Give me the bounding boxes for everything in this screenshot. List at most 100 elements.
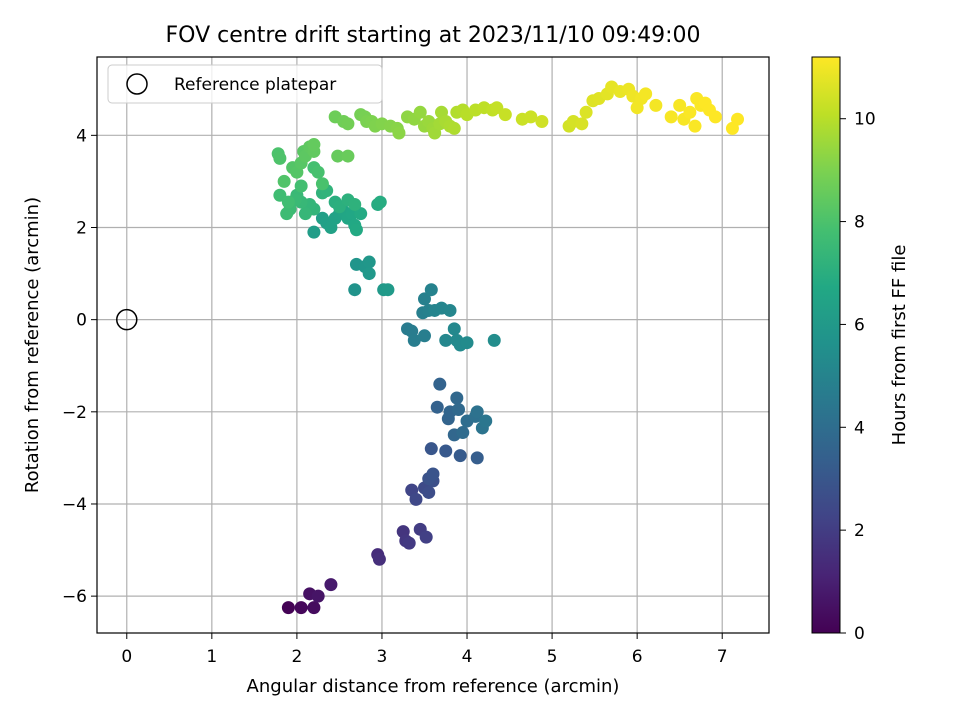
data-point: [362, 255, 376, 269]
y-tick-label: −4: [62, 495, 87, 515]
data-point: [381, 283, 395, 297]
x-axis-ticks: 0 1 2 3 4 5 6 7: [121, 633, 728, 667]
data-point: [456, 426, 470, 440]
chart-title: FOV centre drift starting at 2023/11/10 …: [166, 23, 701, 48]
data-point: [688, 119, 702, 133]
data-point: [402, 536, 416, 550]
data-point: [479, 414, 493, 428]
data-point: [277, 174, 291, 188]
data-point: [354, 207, 368, 221]
data-point: [311, 165, 325, 179]
data-point: [579, 105, 593, 119]
data-point: [348, 283, 362, 297]
plot-area-frame: [96, 56, 770, 634]
data-point: [731, 112, 745, 126]
data-point: [281, 601, 295, 615]
data-point: [453, 449, 467, 463]
data-point: [419, 530, 433, 544]
x-axis-label: Angular distance from reference (arcmin): [247, 676, 620, 697]
x-tick-label: 3: [377, 647, 388, 667]
data-point: [373, 195, 387, 209]
data-point: [426, 467, 440, 481]
data-point: [298, 207, 312, 221]
colorbar: [812, 57, 840, 633]
y-tick-label: −6: [62, 587, 87, 607]
data-point: [439, 333, 453, 347]
grid-lines: [97, 57, 769, 633]
data-point: [447, 322, 461, 336]
data-point: [447, 121, 461, 135]
data-point: [307, 601, 321, 615]
colorbar-tick-label: 10: [854, 110, 876, 130]
y-tick-label: −2: [62, 403, 87, 423]
data-point: [524, 110, 538, 124]
scatter-points: [271, 80, 745, 615]
data-point: [372, 552, 386, 566]
legend-label: Reference platepar: [174, 75, 336, 95]
colorbar-tick-label: 8: [854, 213, 865, 233]
data-point: [470, 405, 484, 419]
data-point: [424, 442, 438, 456]
colorbar-tick-label: 6: [854, 315, 865, 335]
data-point: [413, 105, 427, 119]
colorbar-frame: [811, 56, 841, 634]
reference-platepar-marker: [116, 308, 138, 331]
data-point: [324, 578, 338, 592]
data-point: [407, 333, 421, 347]
data-point: [409, 492, 423, 506]
colorbar-tick-label: 2: [854, 521, 865, 541]
x-tick-label: 2: [291, 647, 302, 667]
x-tick-label: 7: [717, 647, 728, 667]
data-point: [649, 98, 663, 112]
data-point: [450, 391, 464, 405]
data-point: [433, 377, 447, 391]
y-axis-ticks: −6 −4 −2 0 2 4: [62, 126, 97, 607]
data-point: [443, 303, 457, 317]
data-point: [362, 267, 376, 281]
data-point: [452, 403, 466, 417]
data-point: [708, 110, 722, 124]
data-point: [498, 108, 512, 122]
data-point: [424, 283, 438, 297]
data-point: [470, 451, 484, 465]
legend-box: [107, 64, 383, 104]
y-tick-label: 4: [76, 126, 87, 146]
y-tick-label: 2: [76, 218, 87, 238]
data-point: [639, 87, 653, 101]
data-point: [664, 110, 678, 124]
data-point: [422, 485, 436, 499]
data-point: [349, 223, 363, 237]
data-point: [331, 149, 345, 163]
data-point: [294, 601, 308, 615]
legend-marker: [126, 73, 148, 95]
colorbar-label: Hours from first FF file: [889, 245, 910, 446]
data-point: [273, 151, 287, 165]
data-point: [341, 149, 355, 163]
x-tick-label: 4: [462, 647, 473, 667]
data-point: [311, 589, 325, 603]
data-point: [417, 329, 431, 343]
legend: Reference platepar: [107, 64, 383, 104]
data-point: [307, 225, 321, 239]
x-tick-label: 5: [547, 647, 558, 667]
y-tick-label: 0: [76, 311, 87, 331]
data-point: [430, 400, 444, 414]
x-tick-label: 0: [121, 647, 132, 667]
data-point: [294, 179, 308, 193]
x-tick-label: 1: [206, 647, 217, 667]
data-point: [535, 115, 549, 129]
data-point: [315, 177, 329, 191]
x-tick-label: 6: [632, 647, 643, 667]
data-point: [417, 292, 431, 306]
data-point: [439, 444, 453, 458]
data-point: [460, 336, 474, 350]
data-point: [487, 333, 501, 347]
data-point: [307, 138, 321, 152]
colorbar-tick-label: 4: [854, 418, 865, 438]
data-point: [575, 117, 589, 131]
data-point: [341, 117, 355, 131]
data-point: [673, 98, 687, 112]
y-axis-label: Rotation from reference (arcmin): [22, 197, 43, 493]
colorbar-tick-label: 0: [854, 624, 865, 644]
